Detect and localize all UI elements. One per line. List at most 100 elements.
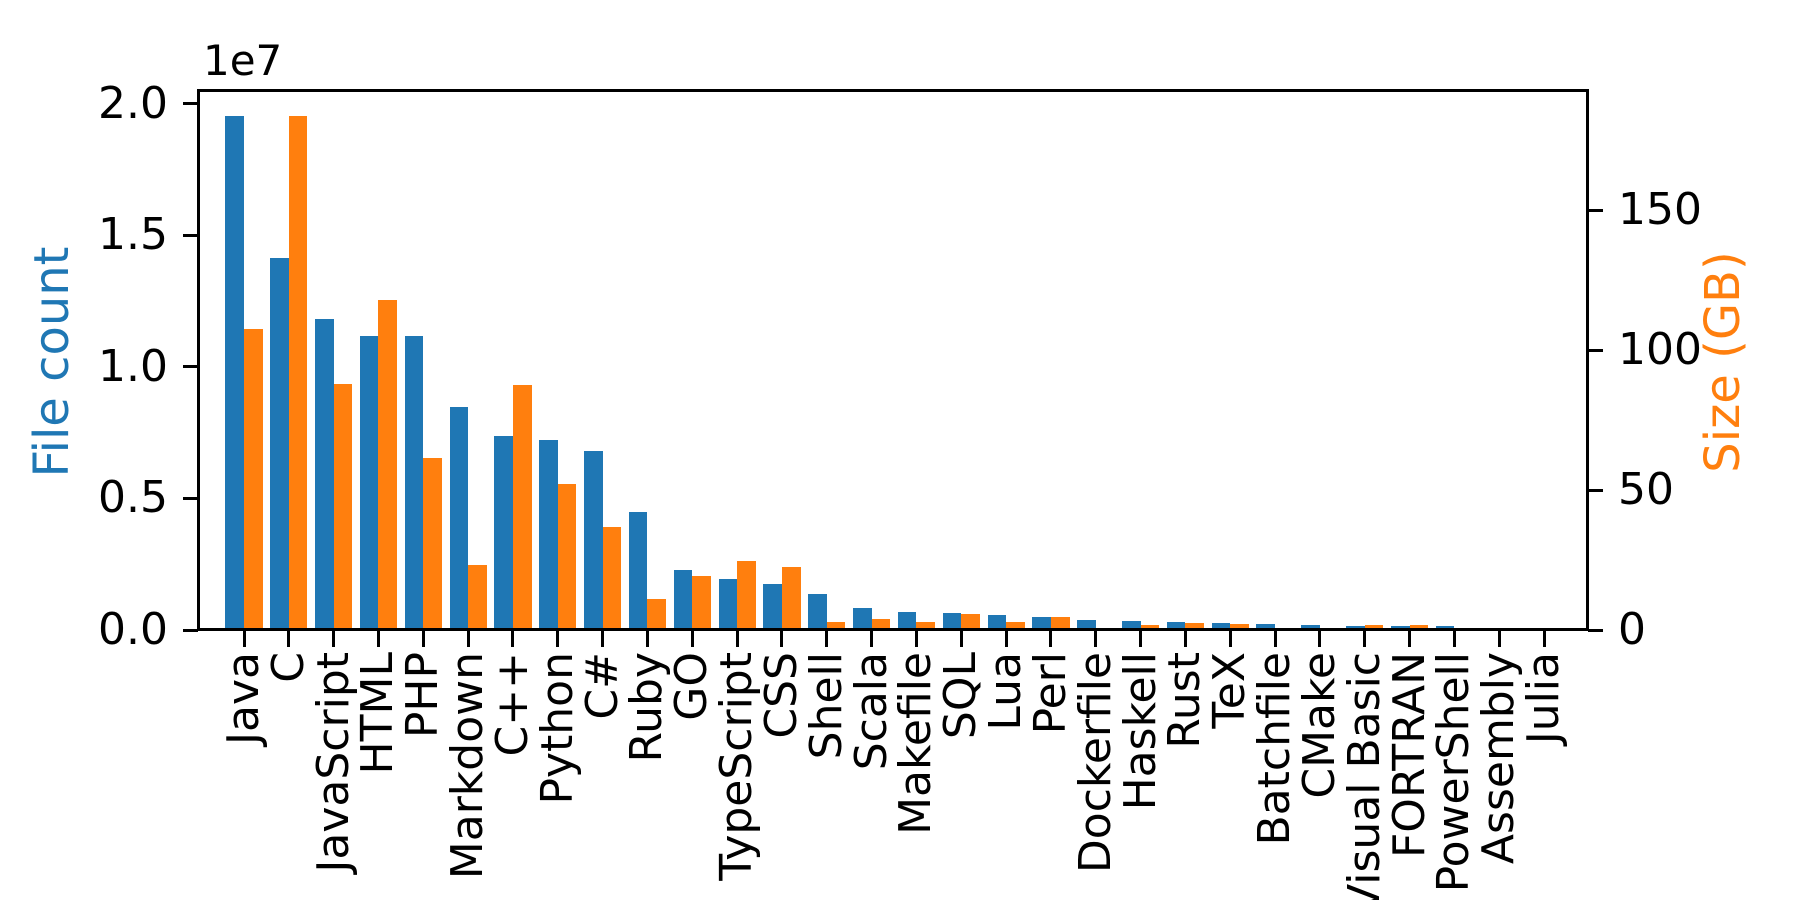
left-axis-tick-1.5 bbox=[183, 233, 198, 237]
bar-file-count-scala bbox=[853, 608, 872, 630]
bar-file-count-c bbox=[270, 257, 289, 630]
bar-size-gb--go bbox=[692, 576, 711, 630]
x-axis-tick-visual-basic bbox=[1363, 630, 1367, 647]
x-axis-tick-label-dockerfile: Dockerfile bbox=[1069, 652, 1121, 874]
x-axis-tick-label-assembly: Assembly bbox=[1473, 652, 1525, 865]
bar-size-gb--lua bbox=[1006, 622, 1025, 630]
x-axis-tick-label-rust: Rust bbox=[1159, 652, 1211, 749]
bar-file-count-makefile bbox=[897, 612, 917, 630]
bar-file-count-visual-basic bbox=[1346, 625, 1365, 630]
x-axis-tick-javascript bbox=[332, 630, 336, 647]
bar-file-count-dockerfile bbox=[1077, 620, 1096, 630]
x-axis-tick-label-batchfile: Batchfile bbox=[1249, 652, 1301, 846]
bar-file-count-go bbox=[673, 570, 693, 630]
bar-size-gb--html bbox=[378, 299, 398, 630]
bar-size-gb--visual-basic bbox=[1364, 624, 1384, 630]
right-axis-tick-label-0: 0 bbox=[1618, 604, 1646, 655]
x-axis-tick-typescript bbox=[735, 630, 739, 647]
bar-file-count-ruby bbox=[628, 512, 648, 630]
x-axis-tick-label-java: Java bbox=[218, 652, 269, 745]
x-axis-tick-label-lua: Lua bbox=[980, 652, 1032, 731]
bar-file-count-sql bbox=[942, 612, 962, 630]
right-axis-tick-50 bbox=[1588, 488, 1603, 492]
right-axis-tick-150 bbox=[1588, 208, 1603, 212]
x-axis-tick-label-markdown: Markdown bbox=[442, 652, 494, 880]
x-axis-tick-css bbox=[780, 630, 784, 647]
x-axis-tick-powershell bbox=[1452, 630, 1456, 647]
x-axis-tick-label-powershell: PowerShell bbox=[1428, 652, 1480, 893]
bar-file-count-java bbox=[225, 115, 244, 630]
x-axis-tick-label-haskell: Haskell bbox=[1114, 652, 1166, 811]
bar-size-gb--c# bbox=[602, 526, 622, 630]
bar-size-gb--scala bbox=[871, 619, 891, 630]
x-axis-tick-rust bbox=[1183, 630, 1187, 647]
bar-size-gb--perl bbox=[1050, 616, 1070, 630]
bar-size-gb--fortran bbox=[1409, 625, 1429, 630]
x-axis-tick-dockerfile bbox=[1094, 630, 1098, 647]
bar-size-gb--php bbox=[423, 458, 442, 630]
bar-size-gb--java bbox=[244, 328, 263, 630]
left-axis-tick-label-0.5: 0.5 bbox=[98, 472, 168, 524]
bar-file-count-lua bbox=[987, 614, 1007, 630]
left-axis-tick-label-2.0: 2.0 bbox=[98, 77, 168, 129]
x-axis-tick-label-c: C bbox=[262, 652, 314, 683]
x-axis-tick-label-makefile: Makefile bbox=[890, 652, 942, 835]
x-axis-tick-label-julia: Julia bbox=[1518, 652, 1570, 745]
bar-size-gb--tex bbox=[1230, 623, 1249, 630]
x-axis-tick-perl bbox=[1049, 630, 1053, 647]
bar-file-count-batchfile bbox=[1256, 623, 1276, 630]
x-axis-tick-ruby bbox=[645, 630, 649, 647]
x-axis-tick-python bbox=[556, 630, 560, 647]
bar-file-count-perl bbox=[1032, 616, 1051, 630]
bar-size-gb--python bbox=[557, 484, 577, 630]
bar-size-gb--haskell bbox=[1140, 624, 1160, 630]
x-axis-tick-sql bbox=[959, 630, 963, 647]
x-axis-tick-label-tex: TeX bbox=[1204, 652, 1256, 729]
bar-file-count-rust bbox=[1166, 621, 1186, 630]
x-axis-tick-label-scala: Scala bbox=[845, 652, 897, 771]
bar-file-count-javascript bbox=[315, 318, 334, 630]
bar-file-count-python bbox=[539, 439, 558, 630]
x-axis-tick-java bbox=[242, 630, 246, 647]
x-axis-tick-label-cmake: CMake bbox=[1293, 652, 1345, 799]
bar-size-gb--rust bbox=[1185, 622, 1205, 630]
bar-file-count-markdown bbox=[449, 407, 469, 630]
x-axis-tick-label-perl: Perl bbox=[1024, 652, 1076, 735]
x-axis-tick-label-html: HTML bbox=[352, 652, 404, 775]
left-axis-tick-0.0 bbox=[183, 628, 198, 632]
bar-size-gb--typescript bbox=[737, 561, 756, 630]
x-axis-tick-label-css: CSS bbox=[755, 652, 807, 739]
x-axis-tick-html bbox=[376, 630, 380, 647]
bar-size-gb--makefile bbox=[916, 621, 936, 630]
x-axis-tick-go bbox=[690, 630, 694, 647]
right-axis-tick-label-100: 100 bbox=[1618, 324, 1702, 376]
x-axis-tick-label-python: Python bbox=[531, 652, 583, 805]
bar-file-count-c++ bbox=[494, 435, 513, 630]
x-axis-tick-scala bbox=[870, 630, 874, 647]
x-axis-tick-c bbox=[287, 630, 291, 647]
x-axis-tick-fortran bbox=[1408, 630, 1412, 647]
x-axis-tick-label-php: PHP bbox=[397, 652, 449, 739]
bar-file-count-cmake bbox=[1301, 625, 1320, 630]
left-axis-tick-label-1.5: 1.5 bbox=[98, 209, 168, 261]
x-axis-tick-label-fortran: FORTRAN bbox=[1383, 652, 1435, 858]
bar-size-gb--c++ bbox=[512, 384, 532, 630]
x-axis-tick-shell bbox=[825, 630, 829, 647]
bar-file-count-tex bbox=[1211, 623, 1231, 630]
x-axis-tick-label-visual-basic: Visual Basic bbox=[1338, 652, 1390, 900]
right-axis-title: Size (GB) bbox=[1695, 251, 1751, 473]
bar-file-count-haskell bbox=[1122, 621, 1141, 630]
x-axis-tick-cmake bbox=[1318, 630, 1322, 647]
bar-size-gb--sql bbox=[961, 614, 980, 630]
bar-file-count-css bbox=[763, 584, 782, 630]
x-axis-tick-label-sql: SQL bbox=[935, 652, 987, 740]
x-axis-tick-label-ruby: Ruby bbox=[621, 652, 673, 763]
x-axis-tick-label-javascript: JavaScript bbox=[307, 652, 359, 873]
left-axis-tick-1.0 bbox=[183, 365, 198, 369]
left-axis-tick-label-0.0: 0.0 bbox=[98, 604, 168, 655]
left-axis-tick-label-1.0: 1.0 bbox=[98, 340, 168, 392]
x-axis-tick-lua bbox=[1004, 630, 1008, 647]
